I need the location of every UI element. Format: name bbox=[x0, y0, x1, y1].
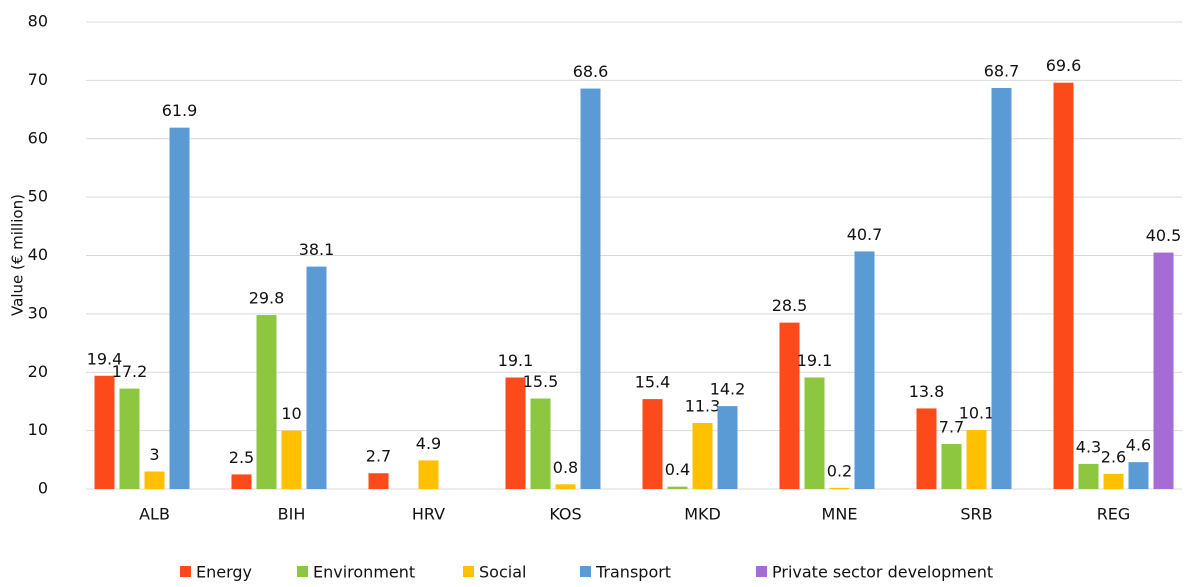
y-tick-label: 70 bbox=[28, 70, 48, 89]
data-label: 2.7 bbox=[366, 447, 391, 466]
y-tick-label: 30 bbox=[28, 303, 48, 322]
bar bbox=[916, 408, 937, 489]
data-label: 40.7 bbox=[847, 225, 883, 244]
legend-label: Private sector development bbox=[772, 563, 993, 582]
x-tick-label: MNE bbox=[822, 505, 858, 524]
bar bbox=[119, 388, 140, 489]
legend-label: Energy bbox=[196, 563, 252, 582]
legend-swatch bbox=[463, 566, 474, 577]
data-label: 69.6 bbox=[1046, 56, 1082, 75]
bar bbox=[169, 127, 190, 489]
data-label: 15.5 bbox=[523, 372, 559, 391]
x-tick-label: HRV bbox=[412, 505, 445, 524]
data-label: 4.3 bbox=[1076, 437, 1101, 456]
bar bbox=[530, 398, 551, 489]
bar bbox=[941, 444, 962, 489]
bar bbox=[1078, 463, 1099, 489]
data-label: 19.1 bbox=[797, 351, 833, 370]
bar bbox=[642, 399, 663, 489]
data-label: 7.7 bbox=[939, 418, 964, 437]
bar bbox=[991, 87, 1012, 490]
data-label: 68.7 bbox=[984, 61, 1020, 80]
bar bbox=[1153, 252, 1174, 489]
legend-swatch bbox=[756, 566, 767, 577]
x-tick-label: ALB bbox=[139, 505, 170, 524]
y-tick-label: 20 bbox=[28, 362, 48, 381]
bar bbox=[966, 430, 987, 489]
bar bbox=[555, 484, 576, 489]
legend-label: Social bbox=[479, 563, 526, 582]
data-label: 29.8 bbox=[249, 289, 285, 308]
data-label: 11.3 bbox=[685, 397, 721, 416]
data-label: 3 bbox=[149, 445, 159, 464]
data-label: 4.6 bbox=[1126, 436, 1151, 455]
bar bbox=[854, 251, 875, 489]
x-tick-label: REG bbox=[1097, 505, 1131, 524]
bar bbox=[281, 430, 302, 489]
bar bbox=[368, 473, 389, 489]
bar bbox=[94, 375, 115, 489]
y-tick-label: 40 bbox=[28, 245, 48, 264]
legend-swatch bbox=[180, 566, 191, 577]
bar bbox=[505, 377, 526, 489]
x-tick-label: SRB bbox=[960, 505, 992, 524]
data-label: 10 bbox=[281, 404, 301, 423]
x-tick-label: MKD bbox=[684, 505, 721, 524]
y-tick-label: 80 bbox=[28, 12, 48, 31]
data-label: 17.2 bbox=[112, 362, 148, 381]
y-tick-label: 60 bbox=[28, 128, 48, 147]
data-label: 28.5 bbox=[772, 296, 808, 315]
data-label: 15.4 bbox=[635, 373, 671, 392]
y-tick-label: 0 bbox=[38, 479, 48, 498]
data-label: 4.9 bbox=[416, 434, 441, 453]
legend-swatch bbox=[580, 566, 591, 577]
bar bbox=[1053, 82, 1074, 490]
bar bbox=[580, 88, 601, 490]
data-label: 38.1 bbox=[299, 240, 335, 259]
y-tick-label: 50 bbox=[28, 187, 48, 206]
bar bbox=[779, 322, 800, 489]
bar bbox=[306, 266, 327, 489]
bar bbox=[144, 471, 165, 489]
y-tick-label: 10 bbox=[28, 420, 48, 439]
legend-swatch bbox=[297, 566, 308, 577]
bar bbox=[829, 487, 850, 489]
bar bbox=[1128, 462, 1149, 489]
data-label: 14.2 bbox=[710, 380, 746, 399]
x-tick-label: BIH bbox=[278, 505, 306, 524]
data-label: 0.2 bbox=[827, 461, 852, 480]
bar bbox=[667, 486, 688, 489]
bar bbox=[804, 377, 825, 489]
bar bbox=[418, 460, 439, 489]
data-label: 40.5 bbox=[1146, 226, 1182, 245]
data-label: 2.6 bbox=[1101, 447, 1126, 466]
data-label: 19.1 bbox=[498, 351, 534, 370]
legend-label: Transport bbox=[595, 563, 671, 582]
data-label: 61.9 bbox=[162, 101, 198, 120]
data-label: 10.1 bbox=[959, 404, 995, 423]
y-axis-label: Value (€ million) bbox=[9, 194, 27, 316]
bar bbox=[1103, 473, 1124, 489]
x-tick-label: KOS bbox=[549, 505, 581, 524]
bar bbox=[231, 474, 252, 489]
legend-label: Environment bbox=[313, 563, 415, 582]
bar bbox=[717, 406, 738, 489]
data-label: 19.4 bbox=[87, 349, 123, 368]
data-label: 0.4 bbox=[665, 460, 690, 479]
bar bbox=[256, 315, 277, 489]
data-label: 13.8 bbox=[909, 382, 945, 401]
data-label: 0.8 bbox=[553, 458, 578, 477]
data-label: 68.6 bbox=[573, 62, 609, 81]
data-label: 2.5 bbox=[229, 448, 254, 467]
bar bbox=[692, 423, 713, 489]
